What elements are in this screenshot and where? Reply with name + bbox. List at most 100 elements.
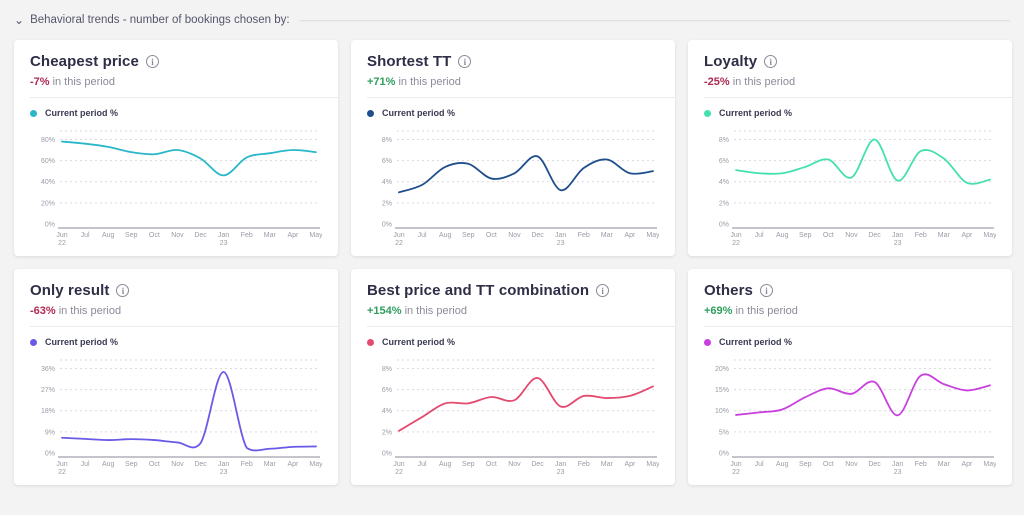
card-divider — [30, 97, 338, 98]
svg-text:2%: 2% — [382, 429, 392, 436]
info-icon[interactable]: i — [145, 55, 159, 68]
svg-text:0%: 0% — [45, 451, 55, 458]
svg-text:Apr: Apr — [287, 461, 299, 468]
info-icon[interactable]: i — [116, 284, 130, 297]
svg-text:May: May — [983, 461, 996, 468]
svg-text:Nov: Nov — [845, 461, 858, 468]
period-change: -7% in this period — [30, 76, 322, 88]
svg-text:May: May — [309, 232, 322, 239]
card-title: Others — [704, 282, 753, 299]
card-title: Only result — [30, 282, 110, 299]
trend-card: Cheapest price i -7% in this period Curre… — [14, 40, 338, 256]
svg-text:Oct: Oct — [149, 461, 160, 468]
trend-card: Shortest TT i +71% in this period Current… — [351, 40, 675, 256]
svg-text:0%: 0% — [382, 451, 392, 458]
svg-text:Nov: Nov — [845, 232, 858, 239]
period-label: in this period — [732, 76, 796, 88]
svg-text:Sep: Sep — [799, 461, 812, 468]
svg-text:Feb: Feb — [915, 232, 927, 239]
legend-dot-icon — [30, 338, 37, 346]
svg-text:Apr: Apr — [287, 232, 299, 239]
svg-text:15%: 15% — [715, 387, 729, 394]
svg-text:Apr: Apr — [624, 232, 636, 239]
info-icon[interactable]: i — [759, 284, 773, 297]
period-change: +69% in this period — [704, 305, 996, 317]
svg-text:Jul: Jul — [418, 461, 427, 468]
svg-text:0%: 0% — [45, 222, 55, 229]
svg-text:0%: 0% — [382, 222, 392, 229]
svg-text:Dec: Dec — [531, 232, 544, 239]
line-chart: 0% 20% 40% 60% 80% Jun 22 Jul Aug Sep Oct Nov Dec Jan… — [41, 130, 322, 247]
svg-text:Nov: Nov — [171, 461, 184, 468]
svg-text:Mar: Mar — [601, 232, 614, 239]
svg-text:Dec: Dec — [194, 232, 207, 239]
legend: Current period % — [367, 108, 659, 118]
card-header: Loyalty i — [704, 53, 996, 70]
section-header: ⌄ Behavioral trends - number of bookings… — [14, 8, 1010, 32]
change-percent: -7% — [30, 76, 50, 88]
svg-text:6%: 6% — [719, 158, 729, 165]
svg-text:Sep: Sep — [125, 232, 138, 239]
info-icon[interactable]: i — [764, 55, 778, 68]
collapse-chevron-icon[interactable]: ⌄ — [14, 13, 25, 27]
svg-text:Oct: Oct — [149, 232, 160, 239]
svg-text:Oct: Oct — [486, 461, 497, 468]
period-label: in this period — [404, 305, 467, 317]
card-title: Best price and TT combination — [367, 282, 590, 299]
svg-text:Feb: Feb — [241, 461, 253, 468]
svg-text:Apr: Apr — [961, 461, 973, 468]
svg-text:Mar: Mar — [938, 232, 951, 239]
line-chart: 0% 2% 4% 6% 8% Jun 22 Jul Aug Sep Oct Nov Dec Jan 23 Fe… — [382, 359, 659, 476]
svg-text:Sep: Sep — [462, 232, 475, 239]
legend-label: Current period % — [45, 337, 119, 347]
svg-text:Feb: Feb — [578, 232, 590, 239]
card-title: Loyalty — [704, 53, 758, 70]
svg-text:Feb: Feb — [915, 461, 927, 468]
period-change: -25% in this period — [704, 76, 996, 88]
card-header: Others i — [704, 282, 996, 299]
svg-text:8%: 8% — [382, 366, 392, 373]
svg-text:Dec: Dec — [531, 461, 544, 468]
svg-text:Jul: Jul — [81, 461, 90, 468]
svg-text:Feb: Feb — [241, 232, 253, 239]
period-change: +71% in this period — [367, 76, 659, 88]
svg-text:4%: 4% — [719, 179, 729, 186]
svg-text:5%: 5% — [719, 429, 729, 436]
svg-text:8%: 8% — [382, 137, 392, 144]
svg-text:Nov: Nov — [508, 232, 521, 239]
svg-text:Jul: Jul — [81, 232, 90, 239]
svg-text:36%: 36% — [41, 366, 55, 373]
legend: Current period % — [30, 337, 322, 347]
change-percent: -25% — [704, 76, 730, 88]
info-icon[interactable]: i — [596, 284, 610, 297]
svg-text:Jul: Jul — [755, 461, 764, 468]
trend-card: Loyalty i -25% in this period Current per… — [688, 40, 1012, 256]
svg-text:10%: 10% — [715, 408, 729, 415]
legend: Current period % — [30, 108, 322, 118]
card-header: Cheapest price i — [30, 53, 322, 70]
svg-text:80%: 80% — [41, 137, 55, 144]
svg-text:Jul: Jul — [755, 232, 764, 239]
legend: Current period % — [704, 108, 996, 118]
svg-text:May: May — [983, 232, 996, 239]
legend-dot-icon — [704, 338, 711, 346]
period-change: -63% in this period — [30, 305, 322, 317]
card-divider — [704, 97, 1012, 98]
info-icon[interactable]: i — [458, 55, 472, 68]
svg-text:6%: 6% — [382, 387, 392, 394]
svg-text:0%: 0% — [719, 451, 729, 458]
legend-dot-icon — [367, 109, 374, 117]
svg-text:20%: 20% — [715, 366, 729, 373]
legend-label: Current period % — [719, 337, 793, 347]
trend-card: Others i +69% in this period Current peri… — [688, 269, 1012, 485]
card-divider — [367, 97, 675, 98]
change-percent: +154% — [367, 305, 402, 317]
svg-text:Sep: Sep — [462, 461, 475, 468]
svg-text:40%: 40% — [41, 179, 55, 186]
card-header: Best price and TT combination i — [367, 282, 659, 299]
